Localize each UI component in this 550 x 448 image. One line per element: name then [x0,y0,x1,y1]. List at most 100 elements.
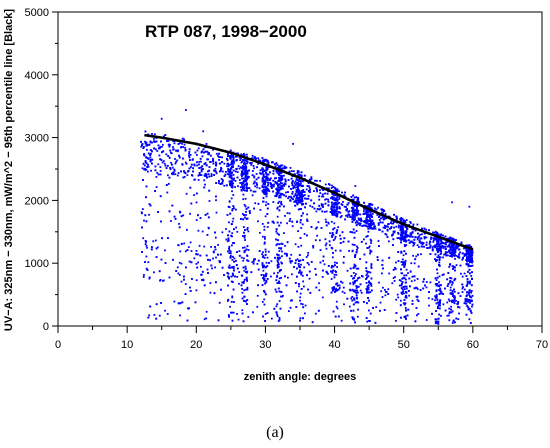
data-point [367,288,370,291]
data-point [262,266,265,268]
data-point [300,244,303,247]
data-point [310,226,313,228]
data-point [156,246,159,249]
data-point [183,278,185,281]
data-point [242,166,245,169]
data-point [232,205,235,207]
data-point [436,249,438,251]
data-point [461,258,464,261]
data-point [229,183,231,185]
data-point [456,247,459,249]
data-point [301,223,304,226]
data-point [432,248,434,251]
data-point [424,284,426,287]
data-point [155,176,158,178]
data-point [147,157,150,160]
data-point [149,159,152,161]
data-point [272,170,275,172]
data-point [351,299,354,302]
data-point [458,306,461,309]
data-point [294,282,297,284]
data-point [296,258,299,261]
data-point [146,269,149,271]
data-point [232,174,235,176]
data-point [308,186,311,189]
data-point [275,170,278,173]
data-point [247,206,250,209]
data-point [455,300,457,302]
data-point [201,230,204,233]
data-point [384,213,387,215]
data-point [463,255,466,257]
data-point [314,312,317,315]
data-point [418,239,421,242]
data-point [370,277,373,280]
data-point [277,192,280,194]
data-point [302,191,305,193]
data-point [245,208,248,210]
data-point [351,210,354,212]
data-point [299,319,301,322]
data-point [278,183,281,186]
data-point [355,205,357,207]
data-point [200,174,203,176]
data-point [256,186,259,189]
data-point [436,272,439,275]
data-point [368,226,371,229]
data-point [153,147,156,150]
data-point [257,159,260,162]
data-point [364,220,366,222]
data-point [163,162,166,165]
data-point [436,321,439,324]
data-point [391,234,393,237]
data-point [380,290,383,293]
data-point [243,231,245,234]
data-point [226,157,228,160]
data-point [207,170,209,173]
data-point [334,291,336,293]
data-point [342,286,345,289]
data-point [173,169,176,172]
data-point [323,210,326,213]
data-point [462,256,464,259]
data-point [197,229,200,232]
data-point [278,174,281,177]
data-point [404,221,407,224]
data-point [387,223,389,226]
data-point [327,221,330,224]
data-point [160,220,162,223]
data-point [467,282,469,285]
data-point [382,226,385,229]
data-point [148,277,151,280]
data-point [278,180,281,182]
data-point [189,186,192,189]
data-point [416,298,419,301]
data-point [423,227,426,230]
data-point [232,159,235,162]
data-point [291,191,294,193]
data-point [401,218,404,220]
data-point [228,221,230,224]
data-point [283,232,285,234]
data-point [358,276,361,279]
data-point [357,222,360,225]
data-point [246,161,249,164]
data-point [417,300,420,302]
data-point [360,217,362,220]
data-point [290,177,293,180]
data-point [437,254,440,257]
data-point [429,240,431,243]
data-point [248,210,251,212]
data-point [330,211,332,213]
data-point [287,179,290,181]
data-point [198,244,201,247]
data-point [455,245,458,247]
data-point [140,140,142,143]
data-point [366,320,369,323]
data-point [300,302,302,305]
data-point [451,250,454,253]
data-point [158,314,161,317]
data-point [284,275,286,278]
data-point [270,275,272,278]
data-point [238,167,241,170]
